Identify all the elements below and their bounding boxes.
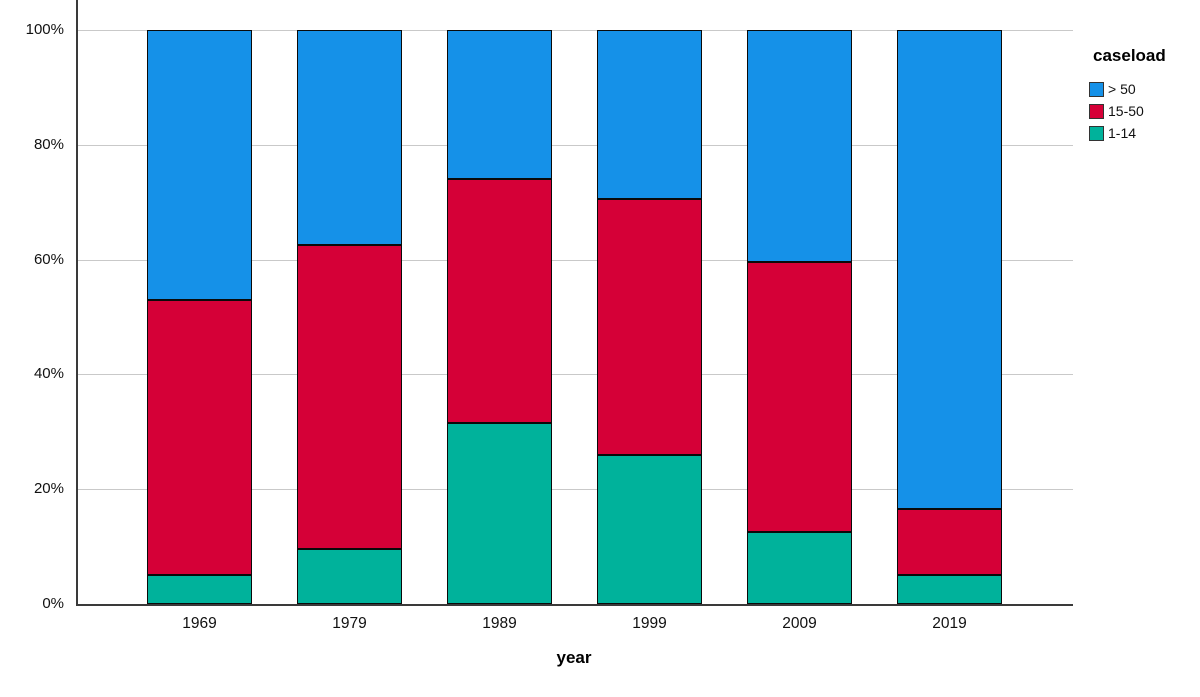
x-tick-label: 1969 (182, 615, 217, 632)
gridline (77, 144, 1073, 146)
legend-item: 1-14 (1089, 122, 1166, 144)
y-tick-label: 80% (33, 135, 64, 153)
bar-segment-1989-50 (447, 30, 552, 180)
x-axis-title: year (556, 648, 592, 667)
legend-swatch-icon (1089, 81, 1104, 97)
bar-segment-1979-114 (297, 549, 402, 604)
bar-segment-1969-1550 (147, 299, 252, 576)
legend-label: 15-50 (1108, 103, 1144, 119)
x-axis-line (76, 604, 1073, 606)
gridline (77, 489, 1073, 491)
y-tick-label: 60% (33, 250, 64, 268)
y-tick-label: 0% (42, 595, 64, 612)
bar-segment-1989-1550 (447, 179, 552, 424)
x-tick-label: 1989 (482, 615, 517, 632)
bar-segment-2019-1550 (897, 509, 1002, 576)
legend-label: > 50 (1108, 81, 1136, 97)
bar-segment-1979-50 (297, 30, 402, 246)
bar-segment-2009-50 (747, 30, 852, 263)
bar-segment-2009-1550 (747, 262, 852, 533)
bar-segment-1989-114 (447, 423, 552, 604)
legend-label: 1-14 (1108, 125, 1137, 141)
legend: caseload > 50 15-50 1-14 (1089, 46, 1166, 144)
legend-item: 15-50 (1089, 100, 1166, 122)
bar-segment-1969-50 (147, 30, 252, 300)
y-axis-line (76, 0, 78, 605)
legend-title: caseload (1093, 46, 1166, 65)
bar-segment-1999-50 (597, 30, 702, 200)
bar-segment-2019-50 (897, 30, 1002, 510)
y-tick-label: 40% (33, 365, 64, 383)
x-tick-label: 1979 (332, 615, 367, 632)
legend-item: > 50 (1089, 78, 1166, 100)
bar-segment-1999-114 (597, 454, 702, 604)
bar-segment-1969-114 (147, 575, 252, 604)
bar-segment-1979-1550 (297, 245, 402, 550)
bar-segment-2009-114 (747, 532, 852, 604)
legend-swatch-icon (1089, 103, 1104, 119)
y-tick-label: 20% (33, 480, 64, 498)
legend-swatch-icon (1089, 125, 1104, 141)
bar-segment-2019-114 (897, 575, 1002, 604)
gridline (77, 374, 1073, 376)
gridline (77, 259, 1073, 261)
x-tick-label: 2019 (932, 615, 967, 632)
x-tick-label: 1999 (632, 615, 667, 632)
bar-segment-1999-1550 (597, 199, 702, 455)
gridline (77, 30, 1073, 31)
legend-items: > 50 15-50 1-14 (1089, 78, 1166, 144)
y-tick-label: 100% (25, 21, 64, 38)
x-tick-label: 2009 (782, 615, 817, 632)
